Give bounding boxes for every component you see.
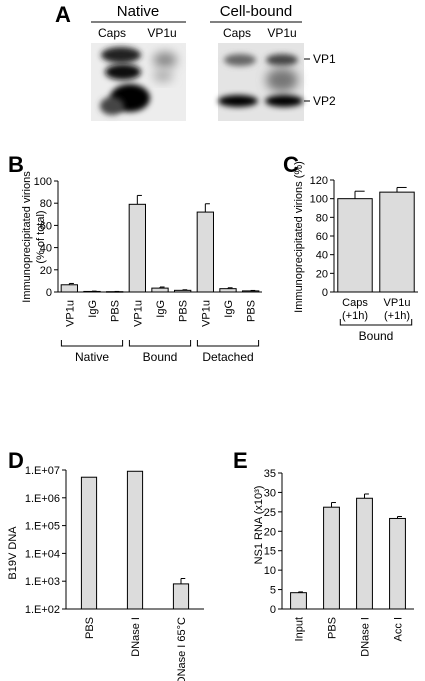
chart-d-ylabel: B19V DNA: [7, 526, 19, 580]
chart-b-ylabel-line2: (% of total): [35, 210, 47, 263]
bound-lane-caps: Caps: [223, 26, 251, 40]
panel-label-e: E: [233, 448, 248, 473]
chart-b-xtick-label: IgG: [87, 300, 99, 318]
chart-c-ytick-label: 60: [316, 231, 328, 243]
chart-b-bar: [174, 289, 192, 293]
chart-c-ytick-label: 40: [316, 250, 328, 262]
chart-c-bar: [379, 191, 415, 293]
native-lane-caps: Caps: [98, 26, 126, 40]
chart-e-xtick-label: DNase I: [360, 617, 372, 657]
chart-d: 1.E+02 1.E+03 1.E+04 1.E+05 1.E+06 1.E+07 PBS D…: [25, 465, 204, 681]
chart-b-bar: [242, 290, 260, 293]
chart-b-bar: [128, 203, 146, 293]
chart-c-ytick-label: 120: [310, 175, 328, 187]
chart-e-bar: [356, 497, 373, 610]
chart-d-bar: [126, 470, 144, 610]
chart-e-ytick-label: 15: [264, 546, 276, 558]
chart-c-ylabel: Immunoprecipitated virions (%): [293, 161, 305, 313]
chart-e-bar: [323, 506, 340, 610]
bound-title: Cell-bound: [220, 3, 293, 20]
chart-c-ytick-label: 100: [310, 194, 328, 206]
chart-c-xtick-label: Caps: [342, 297, 368, 309]
chart-b-ytick-label: 0: [46, 287, 52, 299]
chart-b-ytick-label: 100: [34, 176, 52, 188]
chart-b-bar: [151, 287, 169, 293]
native-lane-vp1u: VP1u: [147, 26, 176, 40]
panel-label-a: A: [55, 2, 71, 27]
chart-e-ytick-label: 5: [270, 585, 276, 597]
chart-c-bar: [337, 198, 373, 293]
chart-e-ytick-label: 30: [264, 487, 276, 499]
chart-d-ytick-label: 1.E+06: [25, 493, 60, 505]
panel-label-d: D: [8, 448, 24, 473]
chart-d-ytick-label: 1.E+04: [25, 548, 60, 560]
chart-d-xtick-label: DNase I: [130, 617, 142, 657]
chart-b-bar: [219, 288, 237, 293]
chart-d-bar: [172, 583, 190, 610]
chart-b-xtick-label: PBS: [110, 300, 122, 322]
chart-c-xtick-label: (+1h): [342, 310, 368, 322]
bound-blot-image: [218, 43, 304, 121]
native-blot-image: [91, 43, 186, 121]
chart-b-group-label: Native: [75, 350, 109, 364]
chart-b-bar: [196, 211, 214, 293]
chart-b-xtick-label: IgG: [155, 300, 167, 318]
chart-e-xtick-label: Input: [294, 617, 306, 641]
chart-d-ytick-label: 1.E+07: [25, 465, 60, 477]
chart-b-ytick-label: 80: [40, 198, 52, 210]
native-title: Native: [117, 3, 160, 20]
chart-b-xtick-label: VP1u: [132, 300, 144, 327]
chart-d-xtick-label: PBS: [84, 617, 96, 639]
chart-b-group-label: Bound: [143, 350, 178, 364]
chart-c-ytick-label: 20: [316, 268, 328, 280]
bound-lane-vp1u: VP1u: [267, 26, 296, 40]
chart-c-xtick-label: (+1h): [384, 310, 410, 322]
chart-b-group-label: Detached: [202, 350, 253, 364]
chart-c-group-label: Bound: [359, 329, 394, 343]
chart-b-bar: [60, 284, 78, 293]
chart-b-group-bracket: [60, 340, 124, 347]
chart-e-xtick-label: Acc I: [393, 617, 405, 641]
chart-b-xtick-label: IgG: [223, 300, 235, 318]
chart-b-group-bracket: [128, 340, 192, 347]
chart-b: 0 20 40 60 80 100 VP1u IgG PBS VP1u IgG PBS VP1u IgG P…: [34, 176, 262, 364]
chart-e-ytick-label: 20: [264, 526, 276, 538]
chart-b-ytick-label: 20: [40, 265, 52, 277]
chart-c-group-bracket: [339, 319, 413, 326]
chart-d-ytick-label: 1.E+05: [25, 521, 60, 533]
panel-label-c: C: [283, 152, 299, 177]
chart-e-ytick-label: 35: [264, 468, 276, 480]
chart-b-xtick-label: PBS: [246, 300, 258, 322]
chart-e-ytick-label: 25: [264, 507, 276, 519]
chart-d-ytick-label: 1.E+03: [25, 576, 60, 588]
chart-e-ytick-label: 0: [270, 604, 276, 616]
chart-b-ytick-label: 40: [40, 243, 52, 255]
chart-b-ytick-label: 60: [40, 220, 52, 232]
chart-e: 0 5 10 15 20 25 30 35 Input PBS DNase I Acc I: [264, 468, 414, 657]
chart-e-bar: [290, 592, 307, 610]
chart-b-group-bracket: [196, 340, 260, 347]
chart-b-xtick-label: VP1u: [64, 300, 76, 327]
vp2-marker: VP2: [313, 94, 336, 108]
chart-e-xtick-label: PBS: [327, 617, 339, 639]
chart-d-bar: [80, 476, 98, 610]
chart-e-bar: [389, 517, 406, 610]
chart-c-ytick-label: 0: [322, 287, 328, 299]
chart-c-ytick-label: 80: [316, 212, 328, 224]
chart-d-ytick-label: 1.E+02: [25, 604, 60, 616]
chart-e-ytick-label: 10: [264, 565, 276, 577]
chart-e-ylabel: NS1 RNA (x10³): [253, 486, 265, 565]
chart-b-xtick-label: PBS: [178, 300, 190, 322]
chart-c-xtick-label: VP1u: [384, 297, 411, 309]
vp1-marker: VP1: [313, 52, 336, 66]
chart-b-xtick-label: VP1u: [200, 300, 212, 327]
chart-d-xtick-label: DNase I 65°C: [176, 617, 188, 681]
chart-b-ylabel-line1: Immunoprecipitated virions: [21, 171, 33, 303]
panel-label-b: B: [8, 152, 24, 177]
